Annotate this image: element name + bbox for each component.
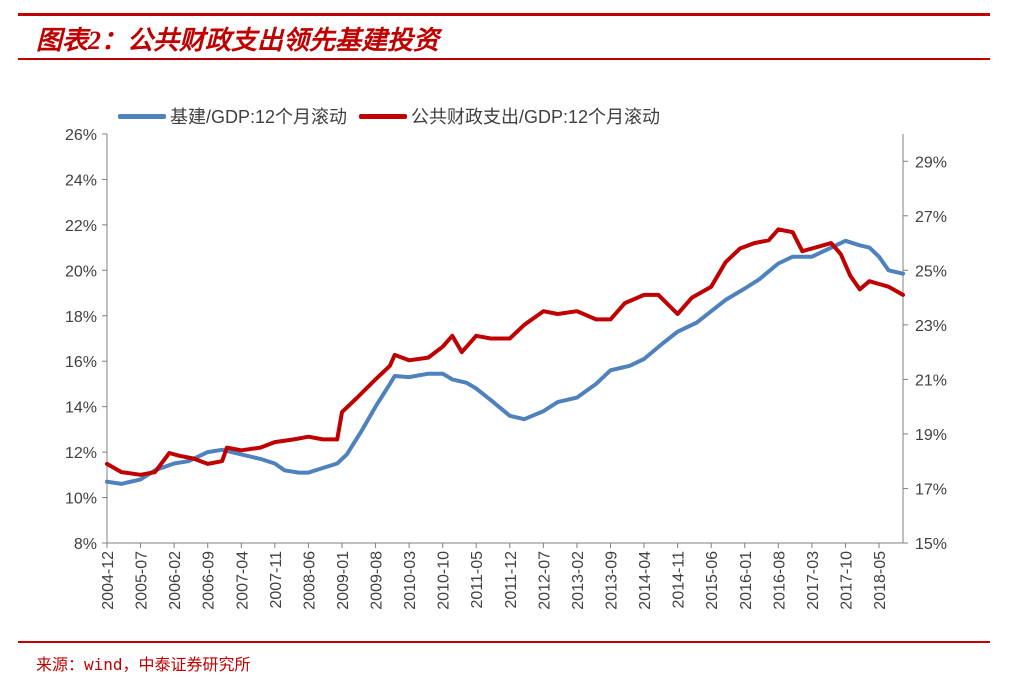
x-tick-label: 2013-09 bbox=[603, 551, 620, 610]
x-tick-label: 2015-06 bbox=[704, 551, 721, 610]
x-tick-label: 2018-05 bbox=[872, 551, 889, 610]
y-right-tick-label: 23% bbox=[915, 318, 947, 335]
x-tick-label: 2011-05 bbox=[469, 551, 486, 609]
x-tick-label: 2010-03 bbox=[402, 551, 419, 610]
legend-label-fiscal: 公共财政支出/GDP:12个月滚动 bbox=[411, 107, 661, 127]
y-left-tick-label: 24% bbox=[65, 172, 97, 189]
x-tick-label: 2014-11 bbox=[671, 551, 688, 609]
x-tick-label: 2011-12 bbox=[503, 551, 520, 609]
y-left-tick-label: 20% bbox=[65, 263, 97, 280]
y-left-tick-label: 8% bbox=[74, 536, 97, 553]
x-tick-label: 2006-02 bbox=[167, 551, 184, 610]
bottom-rule bbox=[18, 641, 990, 643]
y-left-tick-label: 22% bbox=[65, 218, 97, 235]
legend-label-infra: 基建/GDP:12个月滚动 bbox=[170, 107, 348, 127]
legend-item-infra: 基建/GDP:12个月滚动 bbox=[118, 103, 347, 129]
x-tick-label: 2008-06 bbox=[301, 551, 318, 610]
title-rule bbox=[18, 58, 990, 60]
x-tick-label: 2005-07 bbox=[134, 551, 151, 610]
y-right-tick-label: 29% bbox=[915, 154, 947, 171]
y-left-tick-label: 14% bbox=[65, 400, 97, 417]
x-tick-label: 2004-12 bbox=[100, 551, 117, 610]
x-tick-label: 2009-08 bbox=[369, 551, 386, 610]
y-left-tick-label: 16% bbox=[65, 354, 97, 371]
y-right-tick-label: 21% bbox=[915, 372, 947, 389]
y-right-tick-label: 25% bbox=[915, 263, 947, 280]
top-rule bbox=[18, 13, 990, 16]
y-right-tick-label: 15% bbox=[915, 536, 947, 553]
x-tick-label: 2016-01 bbox=[738, 551, 755, 610]
y-left-tick-label: 10% bbox=[65, 491, 97, 508]
series-line-infra bbox=[105, 238, 905, 486]
y-right-tick-label: 19% bbox=[915, 427, 947, 444]
x-tick-label: 2017-03 bbox=[805, 551, 822, 610]
x-tick-label: 2014-04 bbox=[637, 551, 654, 610]
x-tick-label: 2007-11 bbox=[268, 551, 285, 609]
x-tick-label: 2013-02 bbox=[570, 551, 587, 610]
page-title: 图表2：公共财政支出领先基建投资 bbox=[36, 26, 440, 55]
x-tick-label: 2012-07 bbox=[536, 551, 553, 610]
x-tick-label: 2016-08 bbox=[771, 551, 788, 610]
source-note: 来源：wind，中泰证券研究所 bbox=[36, 655, 251, 674]
legend-item-fiscal: 公共财政支出/GDP:12个月滚动 bbox=[359, 103, 660, 129]
x-tick-label: 2006-09 bbox=[201, 551, 218, 610]
y-left-tick-label: 12% bbox=[65, 445, 97, 462]
y-left-tick-label: 18% bbox=[65, 309, 97, 326]
x-tick-label: 2010-10 bbox=[436, 551, 453, 610]
x-tick-label: 2007-04 bbox=[234, 551, 251, 610]
x-tick-label: 2009-01 bbox=[335, 551, 352, 610]
legend-swatch-infra bbox=[118, 113, 166, 119]
y-left-tick-label: 26% bbox=[65, 127, 97, 144]
y-right-tick-label: 17% bbox=[915, 481, 947, 498]
x-tick-label: 2017-10 bbox=[838, 551, 855, 610]
legend-swatch-fiscal bbox=[359, 113, 408, 119]
y-right-tick-label: 27% bbox=[915, 209, 947, 226]
chart-legend: 基建/GDP:12个月滚动 公共财政支出/GDP:12个月滚动 bbox=[118, 103, 672, 129]
series-line-fiscal bbox=[105, 227, 905, 477]
